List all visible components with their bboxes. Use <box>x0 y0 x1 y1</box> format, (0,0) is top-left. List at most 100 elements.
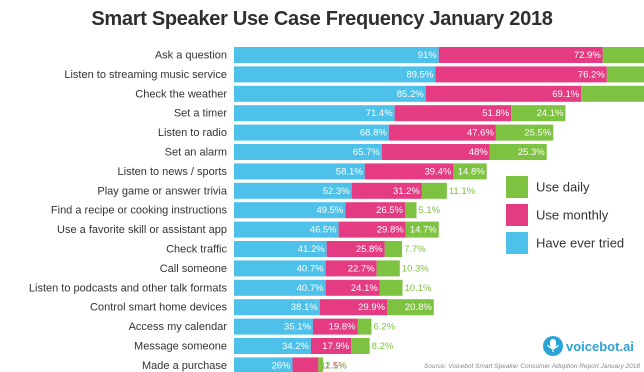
category-label-use-a-favorite-skill-or-assistant-app: Use a favorite skill or assistant app <box>57 224 227 236</box>
bar-use-daily-check-the-weather <box>581 85 644 102</box>
category-label-made-a-purchase: Made a purchase <box>142 360 227 372</box>
bar-use-daily-set-an-alarm <box>489 144 547 160</box>
value-label-use-monthly-play-game-or-answer-trivia: 31.2% <box>393 186 420 197</box>
bar-row-call-someone: Call someone 40.7% 22.7% 10.3% <box>160 260 429 277</box>
bar-use-daily-find-a-recipe-or-cooking-instructions <box>405 202 417 219</box>
bar-have-ever-tried-call-someone <box>234 260 326 277</box>
bar-have-ever-tried-use-a-favorite-skill-or-assistant-app <box>234 221 339 238</box>
category-label-call-someone: Call someone <box>160 263 227 275</box>
brand-logo: voicebot.ai <box>543 336 634 356</box>
bar-use-daily-listen-to-podcasts-and-other-talk-formats <box>379 279 403 296</box>
legend-swatch-use-daily <box>506 176 528 198</box>
bar-use-daily-check-traffic <box>384 241 403 257</box>
brand-name: voicebot.ai <box>566 339 634 354</box>
bar-have-ever-tried-set-an-alarm <box>234 144 382 160</box>
value-label-have-ever-tried-access-my-calendar: 35.1% <box>284 322 311 333</box>
value-label-use-monthly-ask-a-question: 72.9% <box>574 50 601 61</box>
bar-row-access-my-calendar: Access my calendar 35.1% 19.8% 6.2% <box>129 318 396 335</box>
bar-use-monthly-listen-to-streaming-music-service <box>435 66 607 83</box>
bar-use-daily-message-someone <box>351 338 370 354</box>
value-label-use-monthly-find-a-recipe-or-cooking-instructions: 26.5% <box>376 205 403 216</box>
bar-use-monthly-play-game-or-answer-trivia <box>351 182 422 199</box>
value-label-have-ever-tried-use-a-favorite-skill-or-assistant-app: 46.5% <box>310 225 337 236</box>
bar-use-daily-control-smart-home-devices <box>387 299 434 316</box>
bar-use-monthly-listen-to-radio <box>388 124 496 141</box>
value-label-use-monthly-listen-to-podcasts-and-other-talk-formats: 24.1% <box>351 283 378 294</box>
category-label-control-smart-home-devices: Control smart home devices <box>90 302 227 314</box>
value-label-use-daily-check-traffic: 7.7% <box>404 244 426 255</box>
category-label-ask-a-question: Ask a question <box>155 50 227 62</box>
bar-row-check-traffic: Check traffic 41.2% 25.8% 7.7% <box>166 241 426 257</box>
value-label-have-ever-tried-check-the-weather: 85.2% <box>397 89 424 100</box>
bar-have-ever-tried-control-smart-home-devices <box>234 299 320 316</box>
value-label-use-daily-listen-to-podcasts-and-other-talk-formats: 10.1% <box>405 283 432 294</box>
value-label-have-ever-tried-made-a-purchase: 26% <box>271 360 291 371</box>
bar-row-set-an-alarm: Set an alarm 65.7% 48% 25.3% <box>165 144 547 160</box>
bar-row-message-someone: Message someone 34.2% 17.9% 8.2% <box>134 338 394 354</box>
bar-row-play-game-or-answer-trivia: Play game or answer trivia 52.3% 31.2% 11.1… <box>97 182 476 199</box>
bar-row-listen-to-news-sports: Listen to news / sports 58.1% 39.4% 14.8% <box>118 163 487 180</box>
category-label-listen-to-radio: Listen to radio <box>158 127 227 139</box>
bar-have-ever-tried-listen-to-radio <box>234 124 389 141</box>
bar-use-monthly-access-my-calendar <box>312 318 358 335</box>
value-label-use-daily-use-a-favorite-skill-or-assistant-app: 14.7% <box>410 225 437 236</box>
value-label-use-monthly-check-the-weather: 69.1% <box>552 89 579 100</box>
value-label-use-daily-set-a-timer: 24.1% <box>536 108 563 119</box>
value-label-use-monthly-use-a-favorite-skill-or-assistant-app: 29.8% <box>377 225 404 236</box>
value-label-have-ever-tried-listen-to-streaming-music-service: 89.5% <box>406 69 433 80</box>
bar-row-set-a-timer: Set a timer 71.4% 51.8% 24.1% <box>174 105 566 122</box>
category-label-message-someone: Message someone <box>134 341 227 353</box>
bar-use-monthly-listen-to-podcasts-and-other-talk-formats <box>325 279 380 296</box>
category-label-play-game-or-answer-trivia: Play game or answer trivia <box>97 185 227 197</box>
bar-have-ever-tried-find-a-recipe-or-cooking-instructions <box>234 202 346 219</box>
bar-have-ever-tried-check-the-weather <box>234 85 426 102</box>
legend-swatch-have-ever-tried <box>506 232 528 254</box>
bar-row-find-a-recipe-or-cooking-instructions: Find a recipe or cooking instructions 49.… <box>51 202 441 219</box>
value-label-use-daily-access-my-calendar: 6.2% <box>373 322 395 333</box>
category-label-check-traffic: Check traffic <box>166 244 227 256</box>
value-label-have-ever-tried-control-smart-home-devices: 38.1% <box>291 302 318 313</box>
value-label-use-monthly-made-a-purchase: 11.5% <box>320 360 347 371</box>
value-label-use-monthly-access-my-calendar: 19.8% <box>329 322 356 333</box>
value-label-have-ever-tried-call-someone: 40.7% <box>297 263 324 274</box>
bar-have-ever-tried-message-someone <box>234 338 311 354</box>
legend: Use daily Use monthly Have ever tried <box>506 176 624 254</box>
bar-use-daily-set-a-timer <box>511 105 566 122</box>
bar-use-monthly-find-a-recipe-or-cooking-instructions <box>345 202 405 219</box>
bar-use-monthly-check-traffic <box>326 241 385 257</box>
bar-use-daily-made-a-purchase <box>318 357 324 372</box>
bar-use-monthly-use-a-favorite-skill-or-assistant-app <box>338 221 406 238</box>
value-label-use-daily-listen-to-radio: 25.5% <box>524 128 551 139</box>
bar-have-ever-tried-listen-to-news-sports <box>234 163 365 180</box>
bar-row-control-smart-home-devices: Control smart home devices 38.1% 29.9% 20.8… <box>90 299 434 316</box>
bar-have-ever-tried-check-traffic <box>234 241 327 257</box>
value-label-have-ever-tried-check-traffic: 41.2% <box>298 244 325 255</box>
value-label-have-ever-tried-set-an-alarm: 65.7% <box>353 147 380 158</box>
legend-label-use-daily: Use daily <box>536 180 590 195</box>
value-label-use-daily-play-game-or-answer-trivia: 11.1% <box>449 186 476 197</box>
bar-use-daily-play-game-or-answer-trivia <box>421 182 447 199</box>
bar-use-daily-listen-to-news-sports <box>453 163 487 180</box>
value-label-have-ever-tried-set-a-timer: 71.4% <box>366 108 393 119</box>
legend-swatch-use-monthly <box>506 204 528 226</box>
value-label-use-monthly-set-a-timer: 51.8% <box>482 108 509 119</box>
value-label-use-daily-message-someone: 8.2% <box>372 341 394 352</box>
value-label-use-daily-listen-to-news-sports: 14.8% <box>458 166 485 177</box>
bar-use-monthly-control-smart-home-devices <box>319 299 387 316</box>
bar-use-daily-call-someone <box>376 260 400 277</box>
value-label-use-monthly-control-smart-home-devices: 29.9% <box>358 302 385 313</box>
bar-have-ever-tried-listen-to-streaming-music-service <box>234 66 436 83</box>
value-label-use-monthly-message-someone: 17.9% <box>322 341 349 352</box>
category-label-listen-to-news-sports: Listen to news / sports <box>118 166 228 178</box>
bar-use-monthly-message-someone <box>310 338 352 354</box>
value-label-have-ever-tried-find-a-recipe-or-cooking-instructions: 49.5% <box>316 205 343 216</box>
bar-row-made-a-purchase: Made a purchase 26% 11.5%2.1% <box>142 357 347 372</box>
category-label-find-a-recipe-or-cooking-instructions: Find a recipe or cooking instructions <box>51 205 228 217</box>
bar-row-listen-to-radio: Listen to radio 68.8% 47.6% 25.5% <box>158 124 554 141</box>
bar-have-ever-tried-play-game-or-answer-trivia <box>234 182 352 199</box>
bar-have-ever-tried-listen-to-podcasts-and-other-talk-formats <box>234 279 326 296</box>
